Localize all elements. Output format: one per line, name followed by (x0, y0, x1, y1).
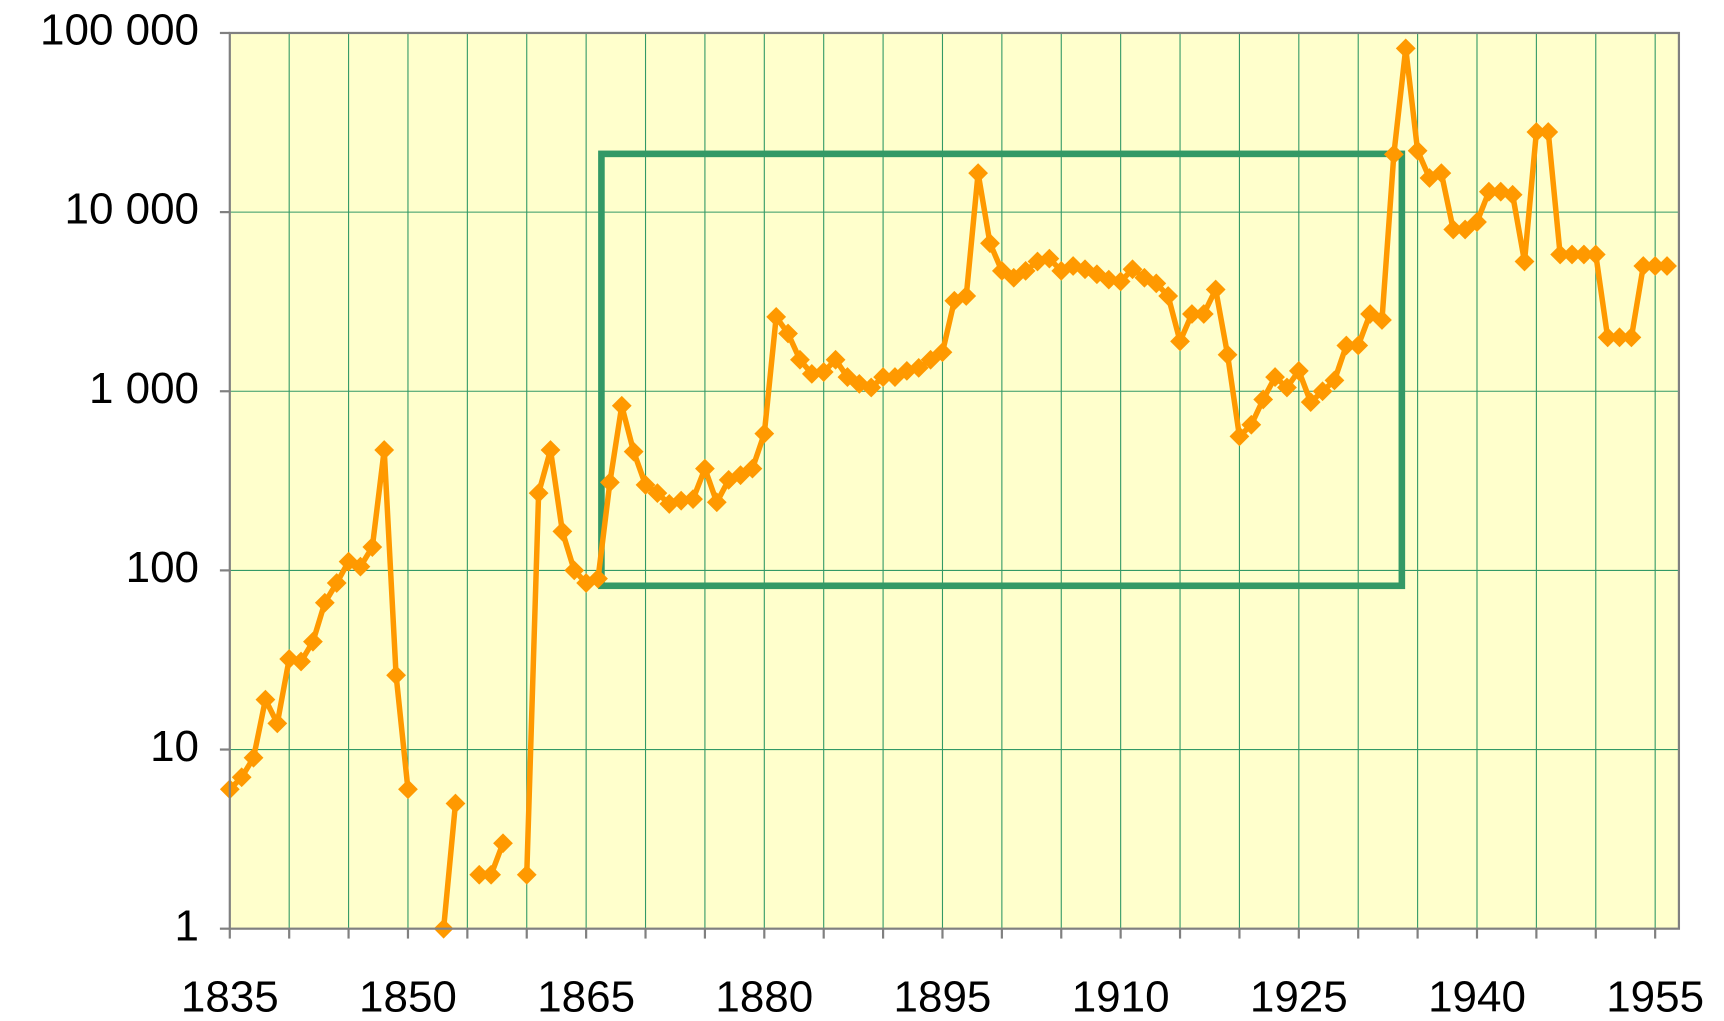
data-point (231, 767, 252, 788)
data-point (599, 472, 620, 493)
data-point (932, 342, 953, 363)
data-point (528, 483, 549, 504)
y-tick-label: 100 000 (40, 6, 199, 55)
series-line (227, 45, 1668, 929)
data-point (1633, 256, 1654, 276)
y-tick-label: 1 (175, 901, 199, 950)
data-point (908, 358, 929, 378)
data-point (1205, 279, 1226, 300)
data-point (1312, 381, 1333, 402)
data-point (564, 560, 585, 581)
data-point (540, 440, 561, 460)
y-tick-label: 10 000 (64, 185, 199, 234)
data-point (1098, 269, 1119, 290)
data-point (861, 377, 882, 398)
data-point (1122, 259, 1143, 280)
data-point (825, 349, 846, 370)
x-tick-label: 1865 (537, 973, 635, 1021)
data-point (695, 458, 715, 479)
data-point (1657, 256, 1677, 276)
data-point (671, 490, 692, 511)
data-point (1574, 244, 1594, 265)
data-point (968, 163, 989, 184)
data-point (1300, 392, 1321, 412)
data-point (873, 367, 893, 387)
x-tick-label: 1940 (1428, 973, 1526, 1021)
data-point (1110, 271, 1131, 292)
data-point (1229, 426, 1250, 447)
data-point (1478, 181, 1499, 202)
y-tick-label: 10 (150, 722, 199, 771)
data-point (611, 395, 632, 416)
x-tick-label: 1895 (894, 973, 992, 1021)
data-point (481, 864, 502, 885)
x-tick-label: 1925 (1250, 973, 1348, 1021)
data-point (1146, 273, 1167, 294)
data-point (326, 573, 347, 593)
data-point (362, 537, 383, 557)
data-point (1039, 248, 1060, 269)
data-point (801, 364, 822, 384)
data-point (1193, 304, 1214, 324)
data-point (1288, 360, 1309, 381)
data-point (516, 864, 537, 885)
x-tick-label: 1835 (181, 973, 279, 1021)
data-point (1645, 256, 1666, 276)
data-point (635, 475, 656, 495)
data-point (1075, 259, 1095, 280)
data-point (314, 592, 335, 613)
data-point (1324, 370, 1345, 391)
y-tick-label: 100 (126, 543, 199, 592)
data-point (1253, 389, 1274, 410)
data-point (1182, 304, 1202, 324)
highlight-box (598, 150, 1406, 590)
data-point (1217, 344, 1238, 365)
data-point (1514, 251, 1535, 272)
x-tick-label: 1880 (715, 973, 813, 1021)
y-tick-label: 1 000 (89, 364, 199, 413)
data-point (1585, 244, 1606, 265)
x-tick-label: 1850 (359, 973, 457, 1021)
data-point (1431, 163, 1452, 184)
series (219, 38, 1677, 939)
data-point (742, 458, 763, 479)
data-point (766, 307, 787, 327)
data-point (1467, 212, 1487, 232)
data-point (1621, 327, 1642, 348)
data-point (338, 551, 359, 572)
data-point (291, 651, 311, 672)
plot-area (229, 32, 1679, 929)
data-point (778, 323, 798, 344)
data-point (374, 440, 395, 460)
data-point (1063, 256, 1084, 276)
plot-border (228, 31, 1681, 930)
data-point (1241, 414, 1262, 435)
data-point (398, 779, 418, 800)
data-point (1348, 335, 1369, 356)
data-point (1407, 140, 1428, 161)
x-tick-label: 1910 (1072, 973, 1170, 1021)
data-point (445, 793, 466, 814)
data-point (1372, 310, 1392, 330)
x-tick-label: 1955 (1606, 973, 1704, 1021)
data-point (1395, 38, 1416, 59)
